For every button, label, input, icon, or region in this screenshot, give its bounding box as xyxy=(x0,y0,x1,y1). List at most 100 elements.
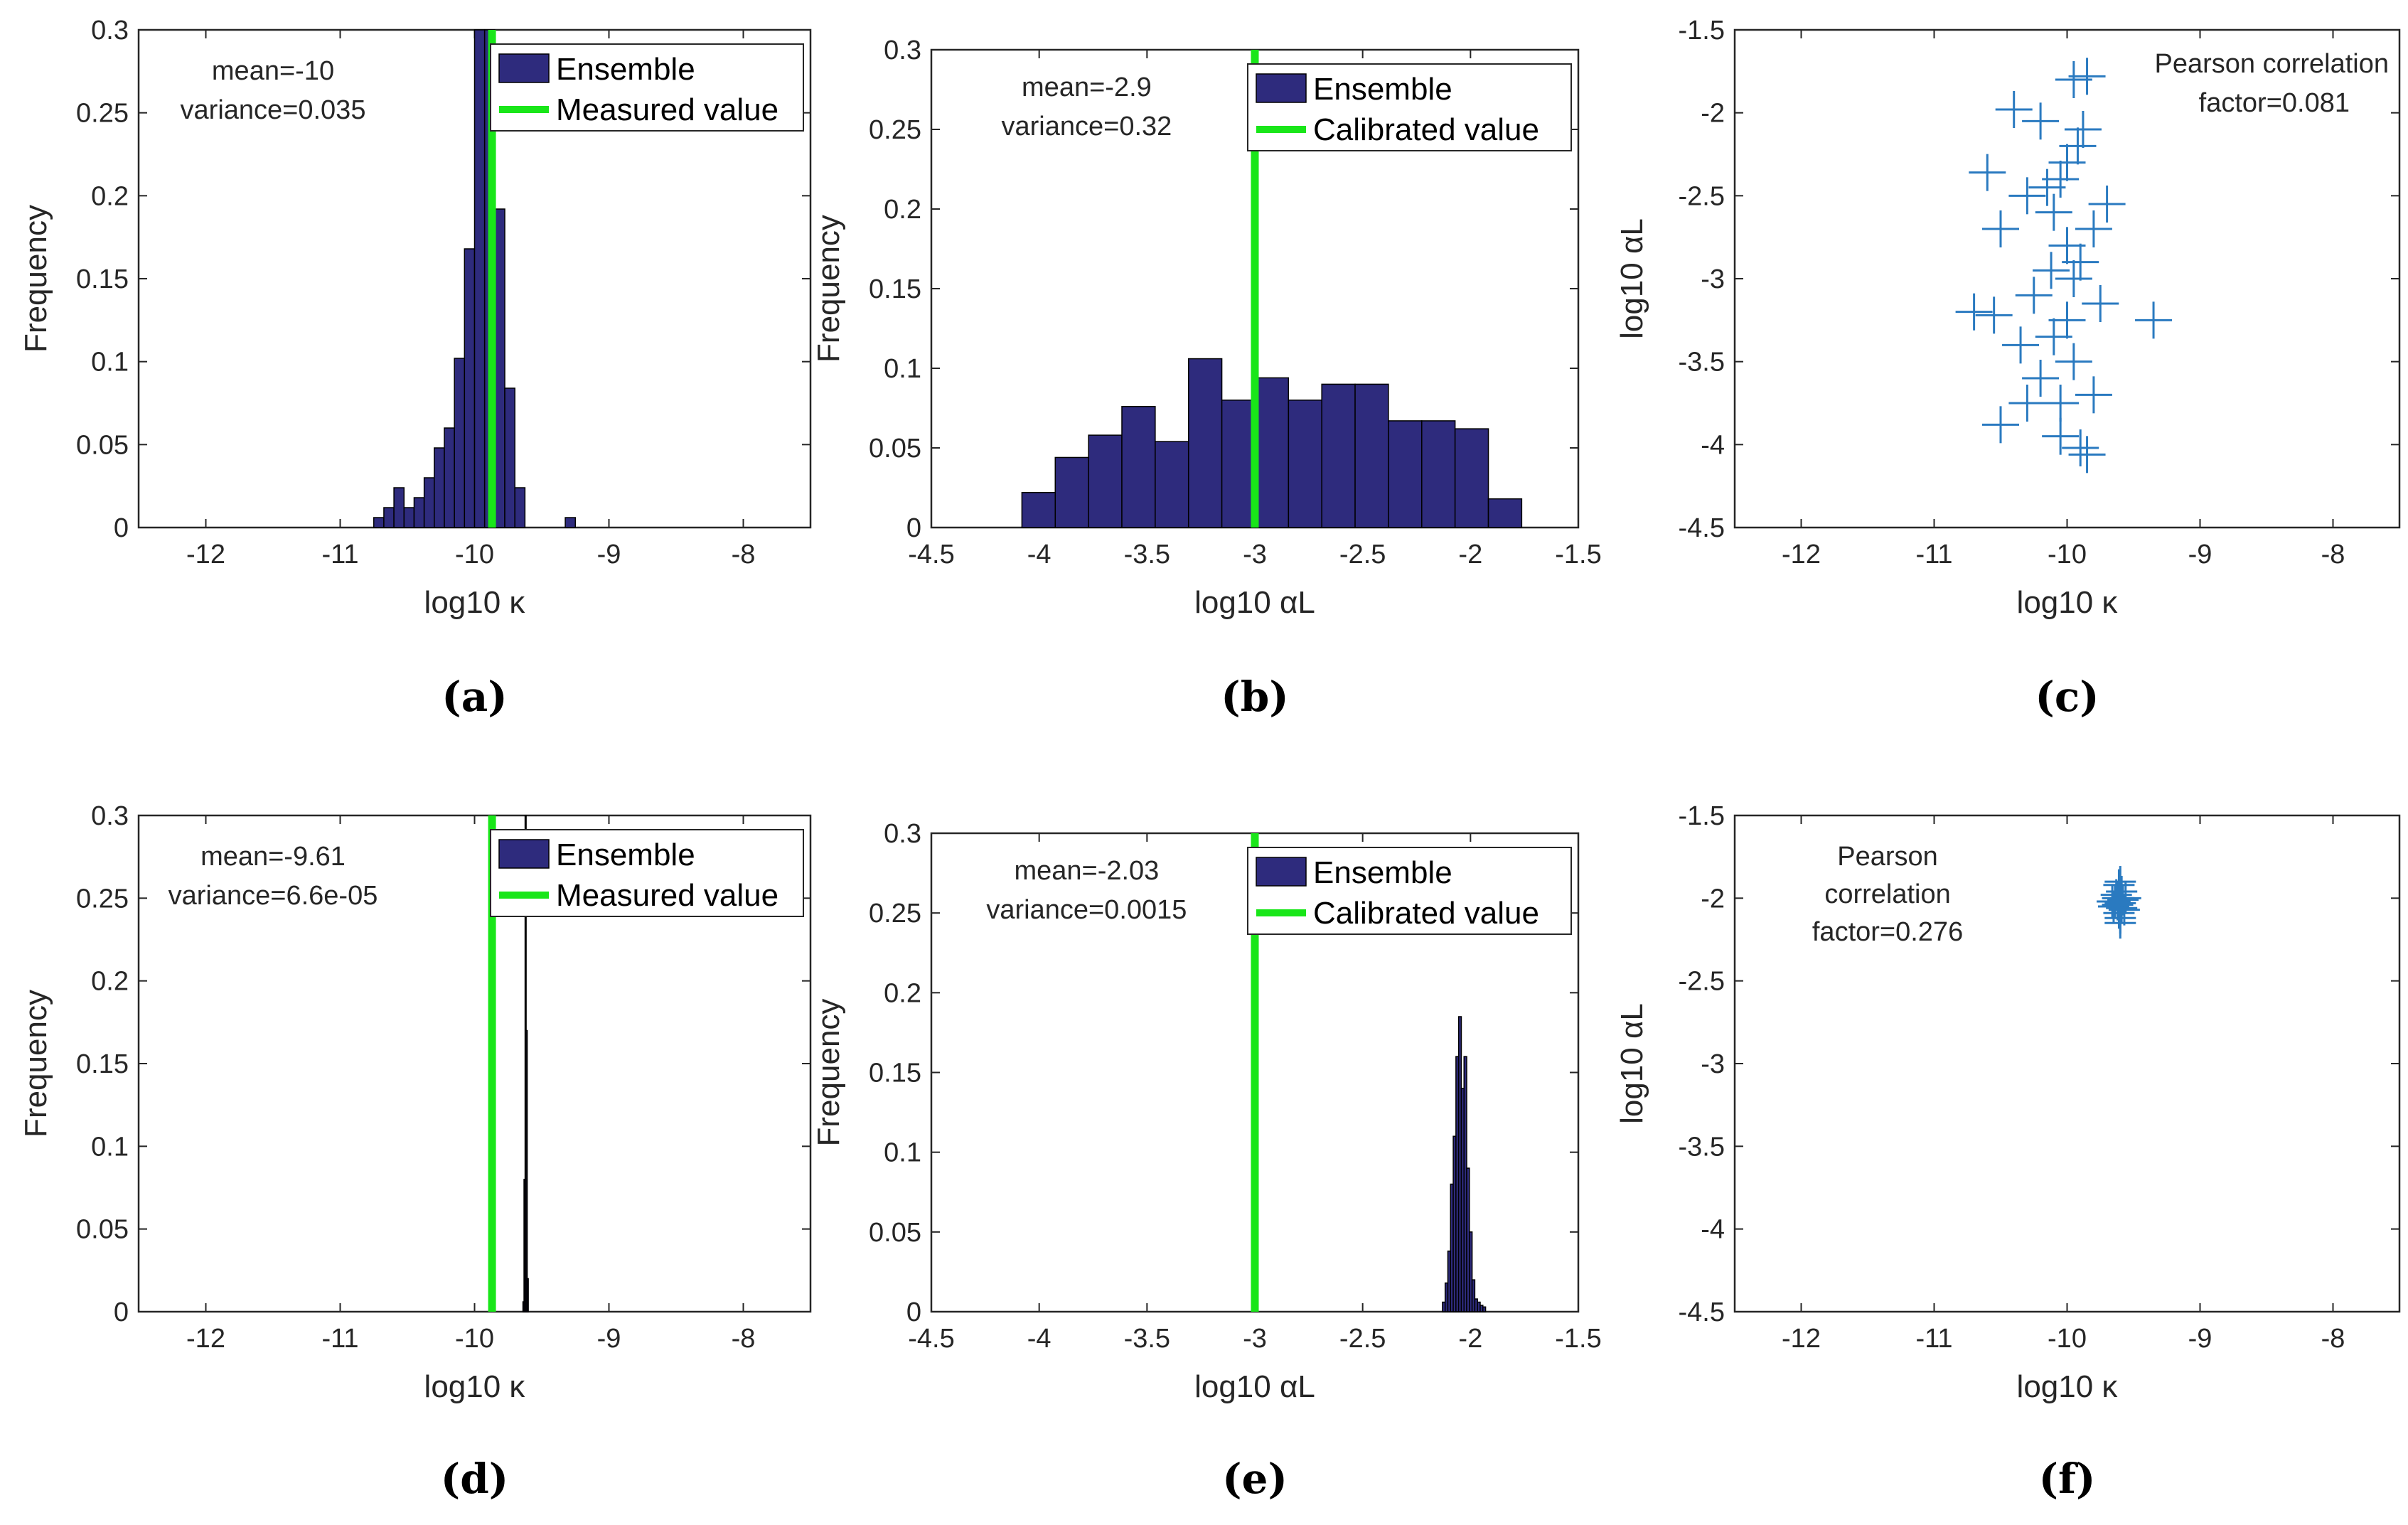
scatter-point xyxy=(2008,177,2046,215)
scatter-point xyxy=(2062,429,2099,466)
legend-label-ensemble: Ensemble xyxy=(556,52,695,87)
y-tick-label: -4.5 xyxy=(1679,513,1725,543)
scatter-point xyxy=(2035,193,2072,231)
y-axis-label: log10 αL xyxy=(1615,1003,1649,1124)
legend-label-ensemble: Ensemble xyxy=(1313,72,1452,107)
histogram-bar xyxy=(1388,420,1423,528)
histogram-bar xyxy=(1187,358,1223,528)
x-tick-label: -3.5 xyxy=(1124,540,1170,569)
annotation-line: correlation xyxy=(1824,879,1950,909)
y-tick-label: -1.5 xyxy=(1679,16,1725,46)
histogram-bar xyxy=(1021,491,1056,528)
legend-label-ensemble: Ensemble xyxy=(1313,855,1452,890)
x-tick-label: -8 xyxy=(2321,540,2345,569)
histogram-bar xyxy=(1254,377,1290,528)
histogram-bar xyxy=(373,517,385,528)
scatter-point xyxy=(2042,417,2080,455)
y-tick-label: 0.05 xyxy=(869,434,921,464)
scatter-point xyxy=(2022,360,2060,397)
scatter-point xyxy=(2068,436,2106,473)
x-tick-label: -12 xyxy=(186,540,225,569)
y-tick-label: -2.5 xyxy=(1679,967,1725,997)
annotation-line: factor=0.276 xyxy=(1812,917,1963,947)
histogram-bar xyxy=(564,517,577,528)
scatter-point xyxy=(1969,154,2006,191)
x-tick-label: -4 xyxy=(1027,540,1052,569)
y-tick-label: 0.1 xyxy=(91,348,129,378)
legend: Ensemble Measured value xyxy=(490,43,804,132)
x-tick-label: -8 xyxy=(732,1324,756,1354)
x-tick-label: -10 xyxy=(455,540,494,569)
x-tick-label: -11 xyxy=(1915,1324,1952,1354)
scatter-point xyxy=(2055,343,2092,380)
scatter-point xyxy=(2106,892,2138,924)
annotation-line: factor=0.081 xyxy=(2199,88,2350,118)
legend-swatch-ensemble xyxy=(498,839,550,869)
legend-label-line: Calibrated value xyxy=(1313,112,1539,147)
y-tick-label: 0.15 xyxy=(869,1059,921,1088)
y-tick-label: 0 xyxy=(114,1297,129,1327)
y-tick-label: 0.15 xyxy=(76,1049,129,1079)
x-tick-label: -4 xyxy=(1027,1324,1052,1354)
stats-mean: mean=-2.03 xyxy=(1014,856,1159,886)
scatter-point xyxy=(1975,296,2013,334)
y-tick-label: 0.3 xyxy=(91,801,129,831)
x-tick-label: -4.5 xyxy=(908,540,954,569)
x-tick-label: -12 xyxy=(186,1324,225,1354)
histogram-bar xyxy=(504,387,515,528)
histogram-bar xyxy=(525,1029,528,1312)
x-tick-label: -9 xyxy=(2188,1324,2212,1354)
histogram-bar xyxy=(494,208,505,528)
y-tick-label: 0.1 xyxy=(884,1138,921,1168)
histogram-bar xyxy=(454,358,466,528)
x-tick-label: -1.5 xyxy=(1555,1324,1601,1354)
scatter-point xyxy=(1982,210,2019,247)
scatter-point xyxy=(2104,907,2136,939)
legend-swatch-ensemble xyxy=(1256,857,1307,887)
panel-caption: (a) xyxy=(442,673,507,721)
panel-caption: (b) xyxy=(1221,673,1288,721)
y-tick-label: 0.2 xyxy=(91,967,129,997)
x-tick-label: -11 xyxy=(321,1324,358,1354)
y-tick-label: -4.5 xyxy=(1679,1297,1725,1327)
x-axis-label: log10 κ xyxy=(2017,585,2119,620)
legend-label-line: Calibrated value xyxy=(1313,896,1539,931)
y-tick-label: -3 xyxy=(1701,264,1725,294)
x-tick-label: -10 xyxy=(2048,540,2087,569)
legend-swatch-ensemble xyxy=(1256,73,1307,103)
x-tick-label: -10 xyxy=(455,1324,494,1354)
y-tick-label: 0 xyxy=(906,513,921,543)
scatter-point xyxy=(2088,186,2126,223)
y-tick-label: 0 xyxy=(906,1297,921,1327)
x-tick-label: -8 xyxy=(732,540,756,569)
scatter-point xyxy=(1982,406,2019,444)
x-tick-label: -3 xyxy=(1243,540,1267,569)
x-axis-label: log10 κ xyxy=(424,1369,526,1404)
x-tick-label: -12 xyxy=(1782,1324,1821,1354)
histogram-bar xyxy=(1121,406,1156,528)
y-axis-label: Frequency xyxy=(18,205,53,353)
stats-mean: mean=-2.9 xyxy=(1022,73,1152,102)
y-axis-label: Frequency xyxy=(18,990,53,1138)
scatter-point xyxy=(1995,91,2033,128)
scatter-point xyxy=(2048,144,2086,181)
y-tick-label: 0.15 xyxy=(869,274,921,304)
histogram-bar xyxy=(1054,456,1089,528)
x-tick-label: -11 xyxy=(1915,540,1952,569)
x-tick-label: -9 xyxy=(2188,540,2212,569)
panel-caption: (f) xyxy=(2039,1455,2096,1503)
panel-d: -12 -11 -10 -9 -8 0 0.05 0.1 0.15 0.2 0.25 0.3 log10… xyxy=(18,801,812,1503)
histogram-bar xyxy=(403,507,415,528)
panel-b: -4.5 -4 -3.5 -3 -2.5 -2 -1.5 0 0.05 0.1 0.15 0.2 0.2… xyxy=(811,36,1602,721)
scatter-point xyxy=(2028,168,2066,206)
histogram-bar xyxy=(1088,434,1123,528)
x-axis-label: log10 κ xyxy=(2017,1369,2119,1404)
x-tick-label: -2.5 xyxy=(1339,540,1386,569)
scatter-point xyxy=(2068,58,2106,95)
histogram-bar xyxy=(413,497,425,528)
scatter-point xyxy=(2002,326,2040,364)
scatter-point xyxy=(2048,301,2086,339)
panel-caption: (c) xyxy=(2035,673,2099,721)
y-tick-label: 0.25 xyxy=(76,884,129,914)
